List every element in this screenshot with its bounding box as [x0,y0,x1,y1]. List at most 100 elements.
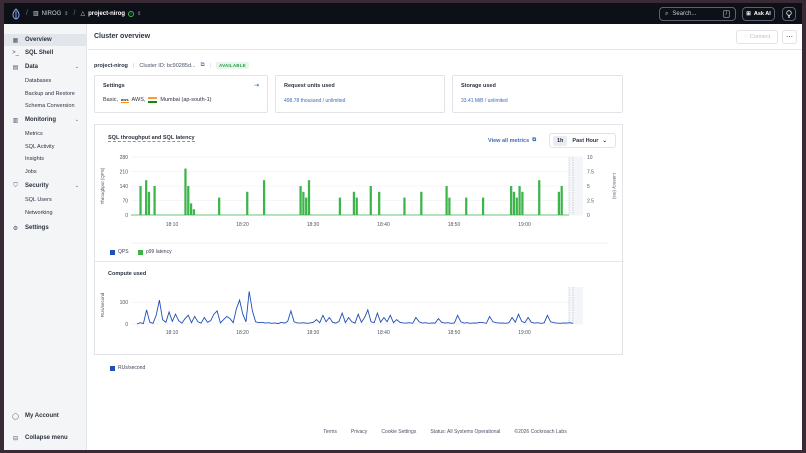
collapse-menu-button[interactable]: ⊟ Collapse menu [4,432,87,444]
legend-label: RUs/second [118,365,146,371]
ask-ai-label: Ask AI [753,11,771,17]
storage-value[interactable]: 33.41 MiB / unlimited [461,98,508,104]
lightbulb-icon[interactable] [782,7,796,21]
compute-chart-title: Compute used [108,271,147,277]
cluster-info: project-nirog | Cluster ID: bc90285d... … [94,62,249,69]
latency-bar [355,197,358,215]
storage-title: Storage used [461,83,496,89]
settings-card-title: Settings [103,83,125,89]
sidebar-item-overview[interactable]: ▦ Overview [4,34,87,46]
chevron-down-icon: ⌄ [74,64,79,70]
main-content: Cluster overview ◌ Connect ⋯ project-nir… [88,24,802,450]
sidebar-item-security[interactable]: ⛉ Security ⌄ [4,180,87,192]
x-tick-label: 18:30 [307,222,320,228]
breadcrumb-separator: / [26,10,28,17]
sidebar-my-account[interactable]: ◯ My Account [4,410,87,422]
footer-link-cookie-settings[interactable]: Cookie Settings [381,429,417,435]
latency-bar [481,197,485,215]
latency-bar [139,186,142,215]
latency-bar [560,186,563,215]
plan-label: Basic, [103,97,118,103]
request-units-title: Request units used [284,83,335,89]
chevron-updown-icon: ⇕ [64,10,69,17]
legend-label: p99 latency [146,249,172,255]
storage-card: Storage used 33.41 MiB / unlimited [452,75,623,113]
sidebar-subitem-networking[interactable]: Networking [25,210,53,216]
latency-bar [378,191,381,215]
chevron-down-icon: ⌄ [74,183,79,189]
request-units-value[interactable]: 498.78 thousand / unlimited [284,98,346,104]
sidebar-subitem-jobs[interactable]: Jobs [25,169,37,175]
y2-tick-label: 5 [587,184,590,190]
sidebar-subitem-schema-conversion[interactable]: Schema Conversion [25,103,75,109]
sidebar-item-label: Collapse menu [25,435,68,441]
chevron-updown-icon: ⇕ [137,10,142,17]
terminal-icon: >_ [12,50,19,56]
search-input[interactable]: ⌕ Search... / [659,7,736,21]
expand-arrow-icon[interactable]: ⇥ [253,83,259,89]
latency-bar [510,186,513,215]
y-tick-label: 0 [125,213,128,219]
more-options-button[interactable]: ⋯ [782,30,797,44]
sidebar-subitem-databases[interactable]: Databases [25,78,52,84]
latency-bar [147,191,151,215]
org-switcher[interactable]: ▥ NIROG ⇕ [33,10,69,18]
page-title: Cluster overview [94,33,151,40]
ellipsis-icon: ⋯ [786,34,793,41]
x-tick-label: 19:00 [518,330,531,336]
y2-axis-label: Latency (ms) [612,173,617,200]
project-name: project-nirog [88,10,126,17]
compute-used-chart: 0 100 18:10 18:20 18:30 18:40 18:50 19:00 RUs/se… [100,287,583,336]
latency-bar [299,186,302,215]
time-range-selector[interactable]: 1h Past Hour ⌄ [549,133,616,148]
ask-ai-button[interactable]: ⊞ Ask AI [742,7,775,21]
sidebar-item-label: My Account [25,413,59,419]
footer-link-privacy[interactable]: Privacy [350,429,368,435]
region-label: Mumbai (ap-south-1) [160,97,212,103]
legend-item-rus[interactable]: RUs/second [110,365,145,371]
sidebar-subitem-metrics[interactable]: Metrics [25,131,43,137]
divider: | [209,62,211,69]
sidebar-item-sql-shell[interactable]: >_ SQL Shell [4,47,87,59]
rus-line [136,291,574,325]
cluster-id: Cluster ID: bc90285d... [139,62,196,69]
latency-bar [338,197,342,215]
sidebar-subitem-backup-restore[interactable]: Backup and Restore [25,91,75,97]
sql-chart-title[interactable]: SQL throughput and SQL latency [108,135,195,142]
legend-item-qps[interactable]: QPS [110,249,129,255]
check-circle-icon: ✓ [128,10,135,17]
legend-swatch [110,365,115,371]
x-tick-label: 18:50 [448,330,461,336]
x-tick-label: 18:20 [236,330,249,336]
copy-icon[interactable]: ⧉ [200,62,205,68]
footer-status[interactable]: Status: All Systems Operational [430,429,501,435]
y-tick-label: 70 [122,198,128,204]
sidebar-item-monitoring[interactable]: ▥ Monitoring ⌄ [4,114,87,126]
footer-link-terms[interactable]: Terms [323,429,337,435]
latency-bar [448,197,451,215]
connect-button[interactable]: ◌ Connect [736,30,778,44]
cockroach-logo-icon[interactable] [11,7,21,20]
sidebar-item-data[interactable]: ▤ Data ⌄ [4,61,87,73]
legend-item-p99-latency[interactable]: p99 latency [138,249,172,255]
sidebar-item-settings[interactable]: ⚙ Settings [4,222,87,234]
provider-label: AWS, [131,97,146,103]
settings-summary: Basic, aws AWS, Mumbai (ap-south-1) [103,97,211,103]
search-placeholder: Search... [672,11,697,17]
view-all-metrics-label: View all metrics [488,137,530,144]
project-switcher[interactable]: △ project-nirog ✓ ⇕ [80,10,141,17]
view-all-metrics-link[interactable]: View all metrics ⧉ [488,137,536,144]
latency-bar [512,191,516,215]
sidebar-subitem-sql-activity[interactable]: SQL Activity [25,144,55,150]
sidebar-subitem-sql-users[interactable]: SQL Users [25,197,52,203]
page-header: Cluster overview [88,24,802,50]
chevron-down-icon: ⌄ [74,117,79,123]
time-range-dropdown[interactable]: Past Hour ⌄ [567,138,612,144]
latency-bar [302,191,305,215]
future-region [569,157,583,215]
latency-bar [403,197,406,215]
user-icon: ◯ [12,413,19,420]
sidebar: ▦ Overview >_ SQL Shell ▤ Data ⌄ Databas… [4,24,87,450]
footer: Terms Privacy Cookie Settings Status: Al… [88,429,802,435]
sidebar-subitem-insights[interactable]: Insights [25,156,44,162]
